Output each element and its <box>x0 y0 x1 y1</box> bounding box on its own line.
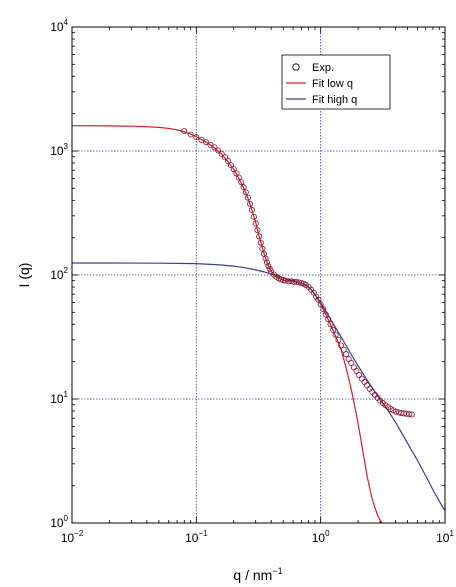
data-point <box>332 331 339 338</box>
y-tick-label: 103 <box>50 142 68 158</box>
data-point <box>225 158 232 165</box>
x-tick-label: 10−1 <box>185 529 208 545</box>
legend-entry-label: Fit low q <box>312 78 353 90</box>
data-point <box>248 206 255 213</box>
x-tick-labels: 10−2 10−1 100 101 <box>61 529 455 545</box>
data-point <box>322 311 329 318</box>
x-tick-label: 101 <box>436 529 454 545</box>
x-tick-label: 10−2 <box>61 529 84 545</box>
data-point <box>408 411 415 418</box>
plot-frame <box>71 26 446 524</box>
data-point <box>227 162 234 169</box>
data-point <box>257 239 264 246</box>
legend-entry-label: Fit high q <box>312 94 357 106</box>
legend: Exp. Fit low q Fit high q <box>281 54 391 110</box>
data-point <box>240 184 247 191</box>
data-point <box>282 277 289 284</box>
data-point <box>330 327 337 334</box>
data-point <box>285 278 292 285</box>
data-point <box>242 189 249 196</box>
data-point <box>327 321 334 328</box>
grid <box>72 27 445 523</box>
data-point <box>320 306 327 313</box>
data-point <box>215 147 222 154</box>
data-point <box>390 407 397 414</box>
data-point <box>198 136 205 143</box>
y-tick-label: 100 <box>50 514 68 530</box>
legend-marker <box>292 63 300 71</box>
data-point <box>230 166 237 173</box>
data-point <box>218 150 225 157</box>
data-point <box>325 316 332 323</box>
data-point <box>252 220 259 227</box>
data-point <box>263 259 270 266</box>
y-tick-label: 102 <box>50 266 68 282</box>
legend-box <box>281 54 391 110</box>
data-point <box>203 139 210 146</box>
data-point <box>187 131 194 138</box>
data-point <box>211 144 218 151</box>
data-point <box>262 255 269 262</box>
data-point <box>181 127 188 134</box>
data-point <box>348 360 355 367</box>
legend-entry-label: Exp. <box>312 62 334 74</box>
data-point <box>265 263 272 270</box>
data-point <box>343 351 350 358</box>
data-point <box>340 346 347 353</box>
data-point <box>246 200 253 207</box>
data-point <box>406 411 413 418</box>
data-point <box>256 233 263 240</box>
data-point <box>235 174 242 181</box>
data-point <box>244 194 251 201</box>
data-point <box>254 227 261 234</box>
y-tick-label: 101 <box>50 390 68 406</box>
data-point <box>353 368 360 375</box>
data-point <box>335 336 342 343</box>
data-point <box>259 245 266 252</box>
y-tick-labels: 100 101 102 103 104 <box>50 18 68 530</box>
x-tick-label: 100 <box>312 529 330 545</box>
data-point <box>193 134 200 141</box>
y-axis-label: I (q) <box>16 263 32 288</box>
series-layer <box>72 125 445 523</box>
y-tick-label: 104 <box>50 18 68 34</box>
x-axis-label: q / nm−1 <box>233 566 282 583</box>
data-point <box>221 154 228 161</box>
data-point <box>317 301 324 308</box>
data-point <box>250 213 257 220</box>
data-point <box>238 179 245 186</box>
